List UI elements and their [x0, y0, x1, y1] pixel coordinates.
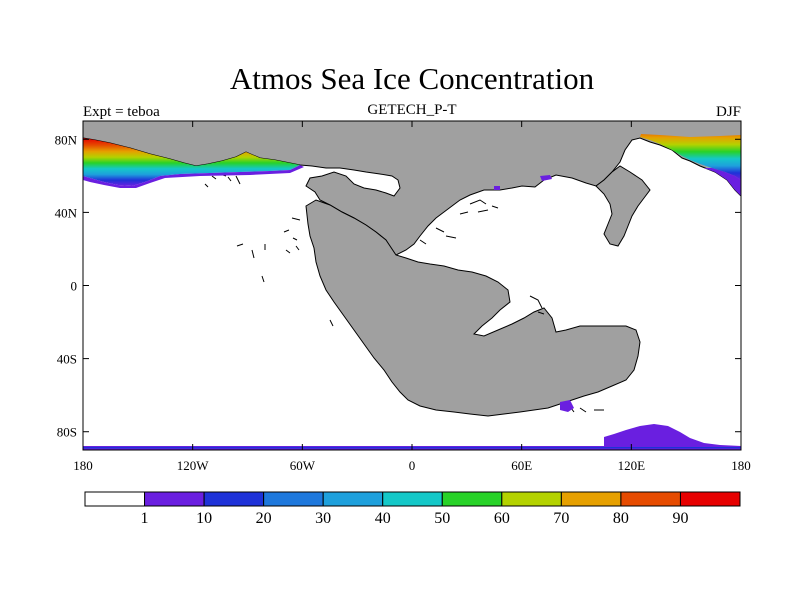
- lon-tick-label: 180: [731, 458, 751, 473]
- colorbar-swatch: [620, 491, 681, 507]
- colorbar-swatch: [679, 491, 741, 507]
- colorbar-swatch: [441, 491, 503, 507]
- axis-ticks: 80N 40N 0 40S 80S 180 120W 60W 0 60E 120E 180: [55, 121, 751, 473]
- sea-ice-north-east-edge: [704, 168, 741, 196]
- lon-tick-label: 120W: [177, 458, 210, 473]
- east-asia-peninsula: [595, 165, 651, 247]
- colorbar-swatch: [322, 491, 384, 507]
- colorbar-swatch: [501, 491, 562, 507]
- lat-tick-label: 80N: [55, 132, 78, 147]
- lon-tick-label: 0: [409, 458, 416, 473]
- colorbar-label: 40: [375, 510, 391, 527]
- plot-subtitle: GETECH_P-T: [367, 102, 456, 118]
- colorbar-label: 1: [141, 510, 149, 527]
- colorbar-swatch: [84, 491, 146, 507]
- colorbar-label: 80: [613, 510, 629, 527]
- colorbar-swatch: [382, 491, 443, 507]
- sea-ice-north-east: [640, 121, 741, 180]
- colorbar-swatch: [263, 491, 324, 507]
- colorbar: 1 10 20 30 40 50 60 70 80 90: [84, 491, 741, 527]
- season-label: DJF: [716, 104, 741, 120]
- lon-tick-label: 60W: [290, 458, 316, 473]
- colorbar-label: 50: [434, 510, 450, 527]
- plot-title: Atmos Sea Ice Concentration: [230, 61, 595, 96]
- lon-tick-label: 180: [73, 458, 93, 473]
- sea-ice-patch: [494, 186, 500, 190]
- colorbar-swatch: [203, 491, 265, 507]
- colorbar-label: 60: [494, 510, 510, 527]
- colorbar-label: 70: [553, 510, 569, 527]
- colorbar-label: 90: [672, 510, 688, 527]
- lon-tick-label: 120E: [618, 458, 646, 473]
- lon-tick-label: 60E: [511, 458, 532, 473]
- map-area: [83, 121, 741, 450]
- colorbar-label: 30: [315, 510, 331, 527]
- lat-tick-label: 40N: [55, 205, 78, 220]
- sea-ice-patch: [540, 175, 552, 181]
- lat-tick-label: 40S: [57, 352, 77, 367]
- lat-tick-label: 80S: [57, 425, 77, 440]
- lat-tick-label: 0: [71, 279, 78, 294]
- sea-ice-south: [604, 424, 741, 450]
- colorbar-label: 10: [196, 510, 212, 527]
- experiment-label: Expt = teboa: [83, 104, 160, 120]
- colorbar-label: 20: [256, 510, 272, 527]
- colorbar-swatch: [560, 491, 622, 507]
- sea-ice-north-west: [83, 138, 300, 186]
- colorbar-swatch: [144, 491, 205, 507]
- southern-supercontinent: [305, 199, 641, 417]
- sea-ice-patch: [560, 400, 574, 412]
